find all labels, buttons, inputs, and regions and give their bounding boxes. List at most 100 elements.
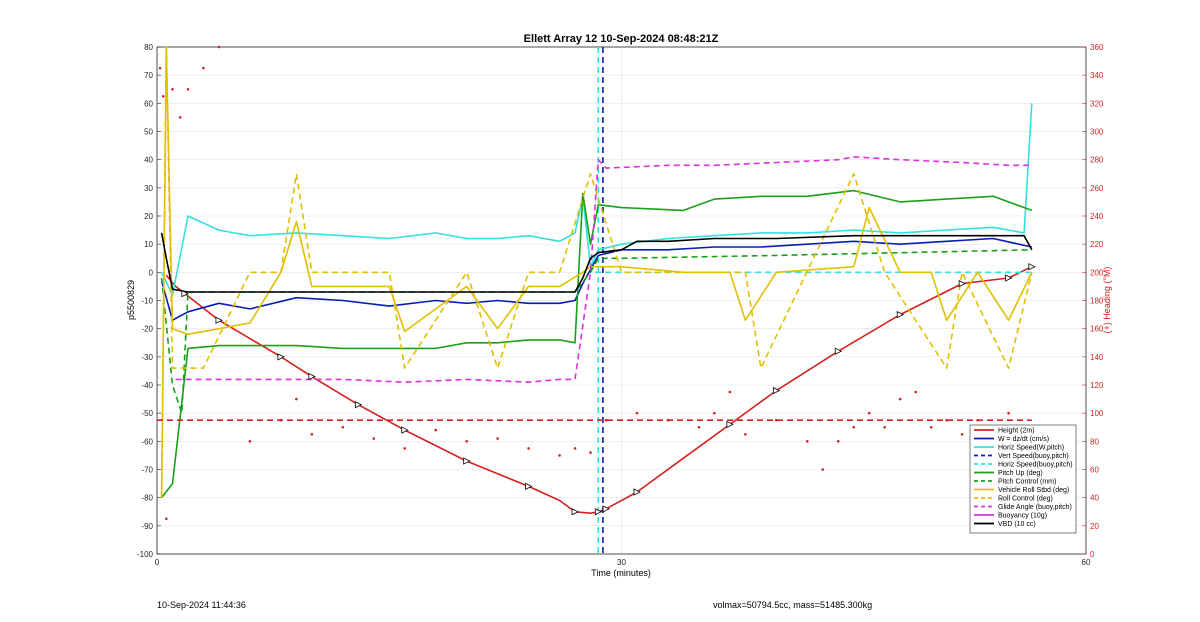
series-heading-point [158, 66, 162, 70]
y-tick-left-label: -50 [141, 409, 153, 418]
series-heading-point [164, 517, 168, 521]
series-heading-point [589, 451, 592, 454]
y-tick-right-label: 0 [1090, 550, 1095, 559]
y-tick-left-label: -70 [141, 466, 153, 475]
series-pitch-control-mm-line [160, 249, 1032, 415]
y-axis-label-left: p5500829 [126, 280, 136, 320]
grid [156, 46, 1087, 555]
series-heading-point [496, 437, 499, 440]
height-marker [772, 386, 781, 395]
series-heading-point [713, 411, 716, 415]
series-heading-point [960, 432, 964, 436]
series-heading-point [1007, 411, 1010, 415]
y-tick-right-label: 300 [1090, 128, 1104, 137]
series-heading-point [341, 425, 345, 429]
y-ticks-right: 3603403203002802602402202001801601401201… [1082, 43, 1104, 559]
legend-label: Pitch Up (deg) [998, 470, 1043, 477]
legend-label: Vert Speed(buoy,pitch) [998, 453, 1069, 460]
y-tick-right-label: 360 [1090, 43, 1104, 52]
series-glide-angle-buoy-pitch-line [175, 156, 1032, 384]
series-heading-point [161, 94, 165, 98]
height-marker [834, 347, 843, 355]
legend-label: Vehicle Roll Stbd (deg) [998, 487, 1069, 494]
series-vbd-10-cc-line [160, 232, 1033, 293]
series-heading-point [604, 418, 608, 422]
series-layer [157, 45, 1033, 554]
height-marker [463, 457, 471, 465]
height-marker [896, 310, 905, 319]
y-tick-left-label: -100 [137, 550, 154, 559]
y-tick-left-label: -20 [141, 325, 153, 334]
series-heading-point [883, 425, 887, 429]
height-marker [401, 426, 409, 434]
legend: Height (2m)W = dz/dt (cm/s) Horiz Speed(W… [969, 424, 1077, 534]
footer-mass-info: volmax=50794.5cc, mass=51485.300kg [713, 600, 873, 610]
series-heading-point [573, 447, 577, 450]
series-heading-point [635, 411, 639, 415]
legend-label: W = dz/dt (cm/s) [998, 436, 1049, 443]
series-heading-point [867, 411, 871, 415]
chart-title: Ellett Array 12 10-Sep-2024 08:48:21Z [524, 33, 719, 45]
marker-layer [181, 263, 1036, 516]
y-tick-right-label: 20 [1090, 522, 1099, 531]
series-heading-point [248, 440, 252, 443]
y-tick-right-label: 280 [1090, 156, 1104, 165]
y-tick-right-label: 160 [1090, 325, 1104, 334]
series-vehicle-roll-stbd-deg-line [160, 46, 1033, 498]
series-heading-point [202, 66, 205, 70]
legend-label: Height (2m) [998, 428, 1035, 435]
height-marker [633, 488, 641, 496]
y-tick-left-label: 10 [144, 240, 153, 249]
y-tick-right-label: 140 [1090, 353, 1104, 362]
y-tick-left-label: -30 [141, 353, 153, 362]
series-heading-point [178, 116, 182, 119]
series-heading-point [465, 440, 468, 443]
height-marker [181, 290, 189, 298]
legend-label: VBD (10 cc) [998, 521, 1036, 528]
height-marker [602, 505, 610, 513]
height-marker [277, 353, 285, 361]
series-heading-point [852, 425, 856, 429]
y-tick-right-label: 260 [1090, 184, 1104, 193]
series-heading-point [217, 45, 221, 49]
y-tick-right-label: 100 [1090, 409, 1104, 418]
legend-label: Horiz Speed(buoy,pitch) [998, 462, 1073, 469]
y-tick-left-label: -10 [141, 297, 153, 306]
x-tick-label: 60 [1082, 558, 1091, 567]
series-heading-point [836, 440, 840, 443]
series-heading-point [434, 428, 438, 432]
height-marker [726, 420, 734, 429]
y-tick-right-label: 120 [1090, 381, 1104, 390]
x-tick-label: 0 [155, 558, 160, 567]
x-ticks: 0 30 60 [155, 558, 1091, 567]
y-tick-left-label: 50 [144, 128, 153, 137]
series-heading-point [775, 418, 778, 422]
series-horiz-speed-w-pitch-line [160, 103, 1033, 296]
y-tick-left-label: 60 [144, 99, 153, 108]
legend-label: Glide Angle (buoy,pitch) [998, 504, 1072, 511]
legend-label: Pitch Control (mm) [998, 479, 1056, 486]
series-w-dz-dt-cm-s-line [160, 237, 1032, 322]
series-heading-point [821, 468, 825, 471]
series-height-2m-line [165, 265, 1033, 515]
series-heading-point [558, 454, 561, 457]
height-marker [594, 508, 603, 516]
y-tick-right-label: 40 [1090, 494, 1099, 503]
series-heading-point [527, 447, 530, 450]
series-heading-point [744, 432, 747, 436]
legend-label: Roll Control (deg) [998, 496, 1053, 503]
series-roll-control-deg-line [160, 46, 1033, 498]
series-heading-point [898, 397, 902, 401]
y-tick-left-label: 80 [144, 43, 153, 52]
y-tick-right-label: 240 [1090, 212, 1104, 221]
height-marker [354, 401, 363, 409]
y-tick-right-label: 220 [1090, 240, 1104, 249]
y-tick-left-label: -60 [141, 437, 153, 446]
series-heading-point [403, 447, 407, 450]
legend-label: Buoyancy (10g) [998, 513, 1047, 520]
height-marker [1005, 274, 1013, 282]
series-heading-point [171, 87, 174, 91]
series-heading-point [697, 425, 701, 429]
height-marker [215, 316, 223, 324]
